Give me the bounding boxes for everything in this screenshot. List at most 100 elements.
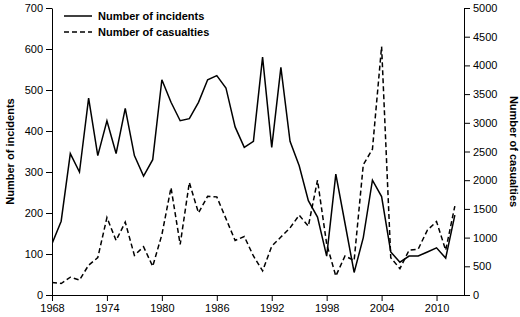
- tick: 500: [25, 84, 52, 96]
- tick: 2000: [464, 174, 497, 186]
- tick-label: 1000: [473, 232, 497, 244]
- tick: 1968: [40, 295, 64, 314]
- tick-label: 2010: [425, 302, 449, 314]
- tick-label: 1980: [150, 302, 174, 314]
- legend-swatch: [64, 31, 92, 33]
- tick: 400: [25, 125, 52, 137]
- tick-label: 1974: [95, 302, 119, 314]
- tick: 3500: [464, 88, 497, 100]
- tick-label: 1998: [315, 302, 339, 314]
- tick-label: 500: [473, 260, 491, 272]
- tick-label: 2500: [473, 146, 497, 158]
- legend-swatch: [64, 15, 92, 17]
- tick: 4000: [464, 59, 497, 71]
- tick-label: 0: [473, 289, 479, 301]
- tick: 200: [25, 207, 52, 219]
- y2-axis-title: Number of casualties: [508, 96, 520, 207]
- tick: 1998: [315, 295, 339, 314]
- tick: 600: [25, 43, 52, 55]
- plot: 1968 1974 1980 1986 1992 1998 2004 2010 0 100 200 3…: [4, 2, 520, 314]
- y2-axis: 0 500 1000 1500 2000 2500 3000 3500 4000 4500 5000: [464, 2, 497, 301]
- tick-mark: [217, 295, 218, 301]
- tick-mark: [382, 295, 383, 301]
- tick: 0: [37, 289, 52, 301]
- tick-mark: [107, 295, 108, 301]
- tick-label: 1500: [473, 203, 497, 215]
- tick-mark: [464, 123, 470, 124]
- tick-mark: [464, 37, 470, 38]
- tick: 300: [25, 166, 52, 178]
- legend-item: Number of incidents: [64, 10, 204, 22]
- tick-mark: [46, 254, 52, 255]
- tick-label: 1992: [260, 302, 284, 314]
- tick-label: 200: [25, 207, 43, 219]
- tick-mark: [464, 266, 470, 267]
- tick: 2004: [370, 295, 394, 314]
- tick: 3000: [464, 117, 497, 129]
- tick-label: 600: [25, 43, 43, 55]
- tick-mark: [46, 90, 52, 91]
- tick-mark: [464, 94, 470, 95]
- tick-mark: [464, 209, 470, 210]
- tick: 0: [464, 289, 479, 301]
- tick-label: 4000: [473, 59, 497, 71]
- tick: 1000: [464, 232, 497, 244]
- tick-mark: [464, 152, 470, 153]
- tick-label: 400: [25, 125, 43, 137]
- tick-mark: [327, 295, 328, 301]
- tick: 100: [25, 248, 52, 260]
- legend-label: Number of incidents: [98, 10, 204, 22]
- tick-mark: [437, 295, 438, 301]
- tick-mark: [52, 295, 53, 301]
- tick-label: 4500: [473, 31, 497, 43]
- tick-mark: [46, 8, 52, 9]
- tick-label: 700: [25, 2, 43, 14]
- tick-mark: [46, 49, 52, 50]
- tick: 5000: [464, 2, 497, 14]
- x-axis-line: [53, 295, 465, 296]
- tick-label: 300: [25, 166, 43, 178]
- tick-mark: [464, 180, 470, 181]
- tick-mark: [46, 172, 52, 173]
- x-axis: 1968 1974 1980 1986 1992 1998 2004 2010: [40, 295, 464, 314]
- tick-label: 5000: [473, 2, 497, 14]
- tick: 1992: [260, 295, 284, 314]
- tick: 1500: [464, 203, 497, 215]
- tick-mark: [464, 8, 470, 9]
- tick: 1974: [95, 295, 119, 314]
- tick-label: 1968: [40, 302, 64, 314]
- tick: 2010: [425, 295, 449, 314]
- y-axis-title: Number of incidents: [4, 98, 16, 204]
- tick-label: 100: [25, 248, 43, 260]
- tick-mark: [464, 238, 470, 239]
- y-axis: 0 100 200 300 400 500 600 700: [25, 2, 53, 301]
- tick-mark: [46, 131, 52, 132]
- tick-label: 500: [25, 84, 43, 96]
- tick-label: 2004: [370, 302, 394, 314]
- tick: 1980: [150, 295, 174, 314]
- tick-label: 0: [37, 289, 43, 301]
- tick-mark: [464, 65, 470, 66]
- series-line: [52, 46, 455, 283]
- tick-mark: [46, 213, 52, 214]
- chart: 1968 1974 1980 1986 1992 1998 2004 2010 0 100 200 3…: [0, 0, 520, 317]
- y-axis-line: [52, 9, 53, 296]
- tick: 4500: [464, 31, 497, 43]
- tick-label: 2000: [473, 174, 497, 186]
- tick-label: 1986: [205, 302, 229, 314]
- legend-label: Number of casualties: [98, 26, 209, 38]
- tick-mark: [464, 295, 470, 296]
- tick-label: 3500: [473, 88, 497, 100]
- tick-mark: [46, 295, 52, 296]
- tick-mark: [272, 295, 273, 301]
- tick: 500: [464, 260, 491, 272]
- tick: 2500: [464, 146, 497, 158]
- tick-mark: [162, 295, 163, 301]
- tick: 1986: [205, 295, 229, 314]
- series-line: [52, 57, 455, 272]
- legend: Number of incidents Number of casualties: [64, 10, 209, 38]
- legend-item: Number of casualties: [64, 26, 209, 38]
- tick: 700: [25, 2, 52, 14]
- tick-label: 3000: [473, 117, 497, 129]
- lines: [52, 46, 455, 283]
